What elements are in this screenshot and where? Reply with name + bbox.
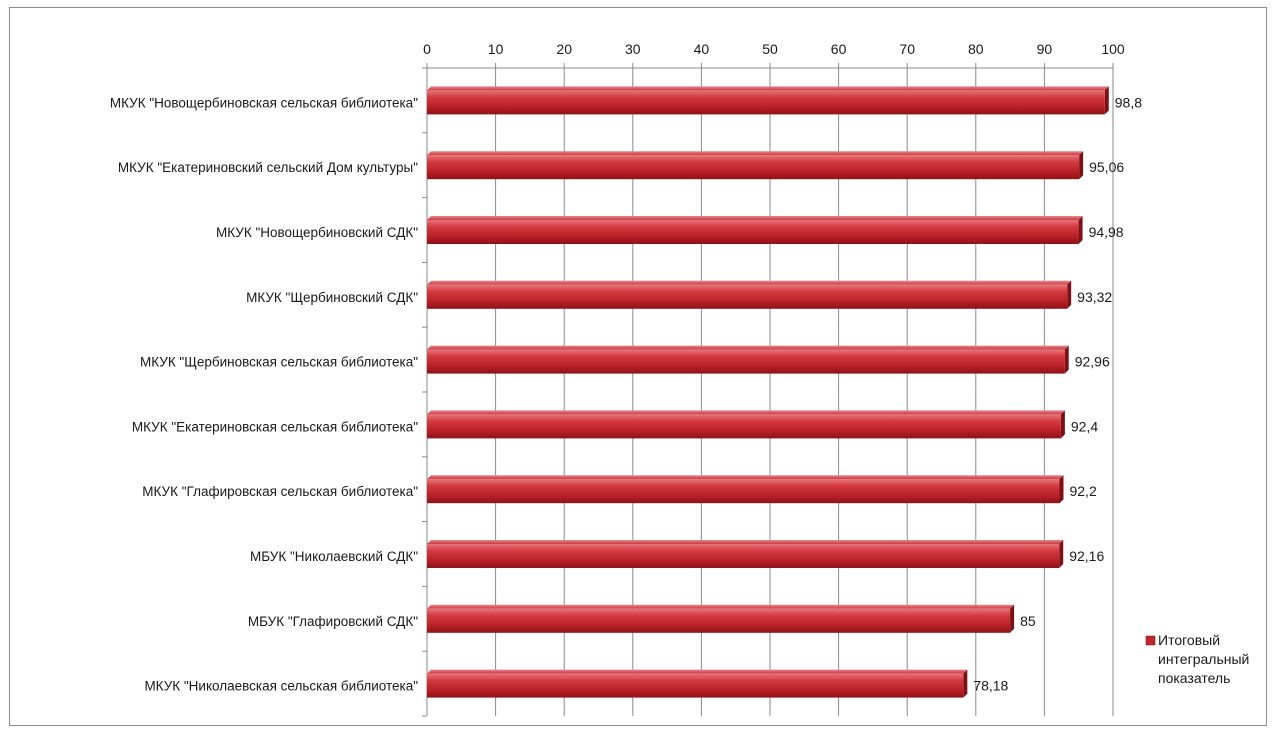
category-label: МКУК "Глафировская сельская библиотека": [142, 484, 418, 499]
legend-swatch: [1145, 635, 1156, 646]
bar: [427, 86, 1109, 115]
x-tick-label: 90: [1037, 41, 1053, 57]
bar-side-face: [1079, 151, 1084, 180]
x-tick-label: 80: [968, 41, 984, 57]
x-tick-label: 70: [899, 41, 915, 57]
x-tick-label: 100: [1101, 41, 1125, 57]
bar-top-face: [427, 280, 1072, 285]
bar-top-face: [427, 540, 1064, 544]
x-tick-label: 60: [831, 41, 847, 57]
bar-side-face: [1010, 604, 1015, 633]
x-tick-label: 10: [488, 41, 504, 57]
legend-label: показатель: [1158, 670, 1230, 686]
chart-area: 0 10 20 30 40 50 60 70 80 90 100 МКУК "Новощербино…: [9, 7, 1267, 726]
bar-side-face: [1059, 475, 1064, 504]
data-label: 92,4: [1071, 418, 1098, 434]
bar-side-face: [1078, 216, 1083, 244]
bar-side-face: [1060, 410, 1065, 439]
category-label: МБУК "Глафировский СДК": [248, 614, 418, 629]
bar-top-face: [427, 86, 1109, 91]
x-tick-label: 40: [694, 41, 710, 57]
data-label: 93,32: [1077, 289, 1112, 305]
x-tick-label: 20: [556, 41, 572, 57]
bar: [427, 216, 1083, 244]
x-tick-label: 50: [762, 41, 778, 57]
x-tick-label: 30: [625, 41, 641, 57]
legend-label: интегральный: [1158, 651, 1249, 667]
bar-front-face: [427, 349, 1065, 374]
bar: [427, 280, 1072, 309]
bar-side-face: [1067, 280, 1072, 309]
bar-top-face: [427, 410, 1065, 415]
data-label: 98,8: [1115, 94, 1142, 110]
category-label: МКУК "Щербиновский СДК": [246, 290, 418, 305]
bar-front-face: [427, 544, 1060, 568]
bar-front-face: [427, 673, 964, 698]
bar-top-face: [427, 604, 1015, 609]
bar-front-face: [427, 479, 1060, 504]
bar-top-face: [427, 475, 1064, 480]
category-label: МКУК "Новощербиновская сельская библиоте…: [110, 95, 418, 110]
x-tick-label: 0: [423, 41, 431, 57]
category-label: МКУК "Екатериновская сельская библиотека…: [132, 419, 418, 434]
bar: [427, 540, 1064, 568]
bar-front-face: [427, 220, 1079, 244]
legend: Итоговый интегральный показатель: [1145, 632, 1249, 686]
bar-chart: 0 10 20 30 40 50 60 70 80 90 100 МКУК "Новощербино…: [110, 41, 1249, 717]
axes: 0 10 20 30 40 50 60 70 80 90 100: [422, 41, 1125, 717]
bar: [427, 669, 968, 698]
data-label: 94,98: [1089, 224, 1124, 240]
bar: [427, 345, 1069, 374]
bar-side-face: [1104, 86, 1109, 115]
bar: [427, 475, 1064, 504]
category-label: МКУК "Щербиновская сельская библиотека": [140, 355, 418, 370]
data-label: 78,18: [973, 678, 1008, 694]
bar: [427, 604, 1015, 633]
bar-front-face: [427, 90, 1105, 115]
data-label: 95,06: [1089, 159, 1124, 175]
bar: [427, 151, 1084, 180]
data-label: 92,16: [1069, 548, 1104, 564]
category-label: МКУК "Новощербиновский СДК": [216, 225, 418, 240]
bar-top-face: [427, 345, 1069, 350]
bar-side-face: [963, 669, 968, 698]
bar-top-face: [427, 151, 1084, 156]
data-label: 85: [1020, 613, 1036, 629]
category-label: МКУК "Екатериновский сельский Дом культу…: [118, 160, 418, 175]
bar-front-face: [427, 284, 1068, 309]
bar-top-face: [427, 216, 1083, 220]
category-label: МБУК "Николаевский СДК": [250, 549, 418, 564]
bar-front-face: [427, 414, 1061, 439]
bar-side-face: [1059, 540, 1064, 568]
data-label: 92,96: [1075, 354, 1110, 370]
bar-top-face: [427, 669, 968, 674]
bars: [427, 86, 1109, 698]
bar: [427, 410, 1065, 439]
labels: МКУК "Новощербиновская сельская библиоте…: [110, 94, 1142, 693]
legend-label: Итоговый: [1158, 632, 1220, 648]
bar-front-face: [427, 608, 1011, 633]
bar-front-face: [427, 155, 1080, 180]
category-label: МКУК "Николаевская сельская библиотека": [144, 679, 418, 694]
bar-side-face: [1064, 345, 1069, 374]
data-label: 92,2: [1069, 483, 1096, 499]
